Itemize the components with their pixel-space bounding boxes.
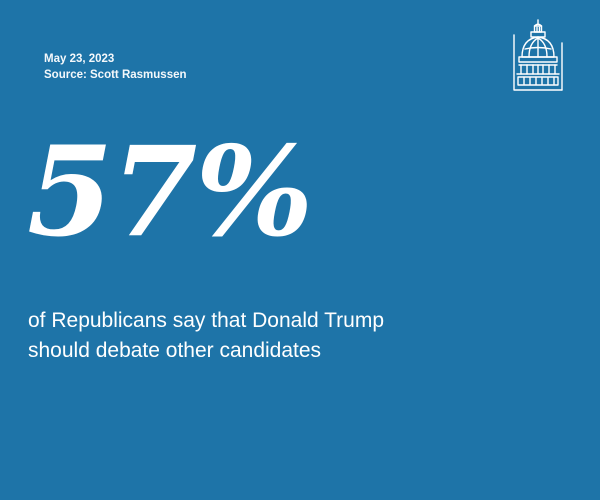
statistic-description: of Republicans say that Donald Trump sho… [28,306,568,366]
meta-block: May 23, 2023 Source: Scott Rasmussen [44,51,187,83]
statement-line-2: should debate other candidates [28,339,322,362]
source-label: Source: Scott Rasmussen [44,69,187,81]
date-label: May 23, 2023 [44,53,115,65]
statement-line-1: of Republicans say that Donald Trump [28,309,385,332]
statistic-value: 57% [27,120,313,265]
capitol-dome-icon [513,19,563,91]
